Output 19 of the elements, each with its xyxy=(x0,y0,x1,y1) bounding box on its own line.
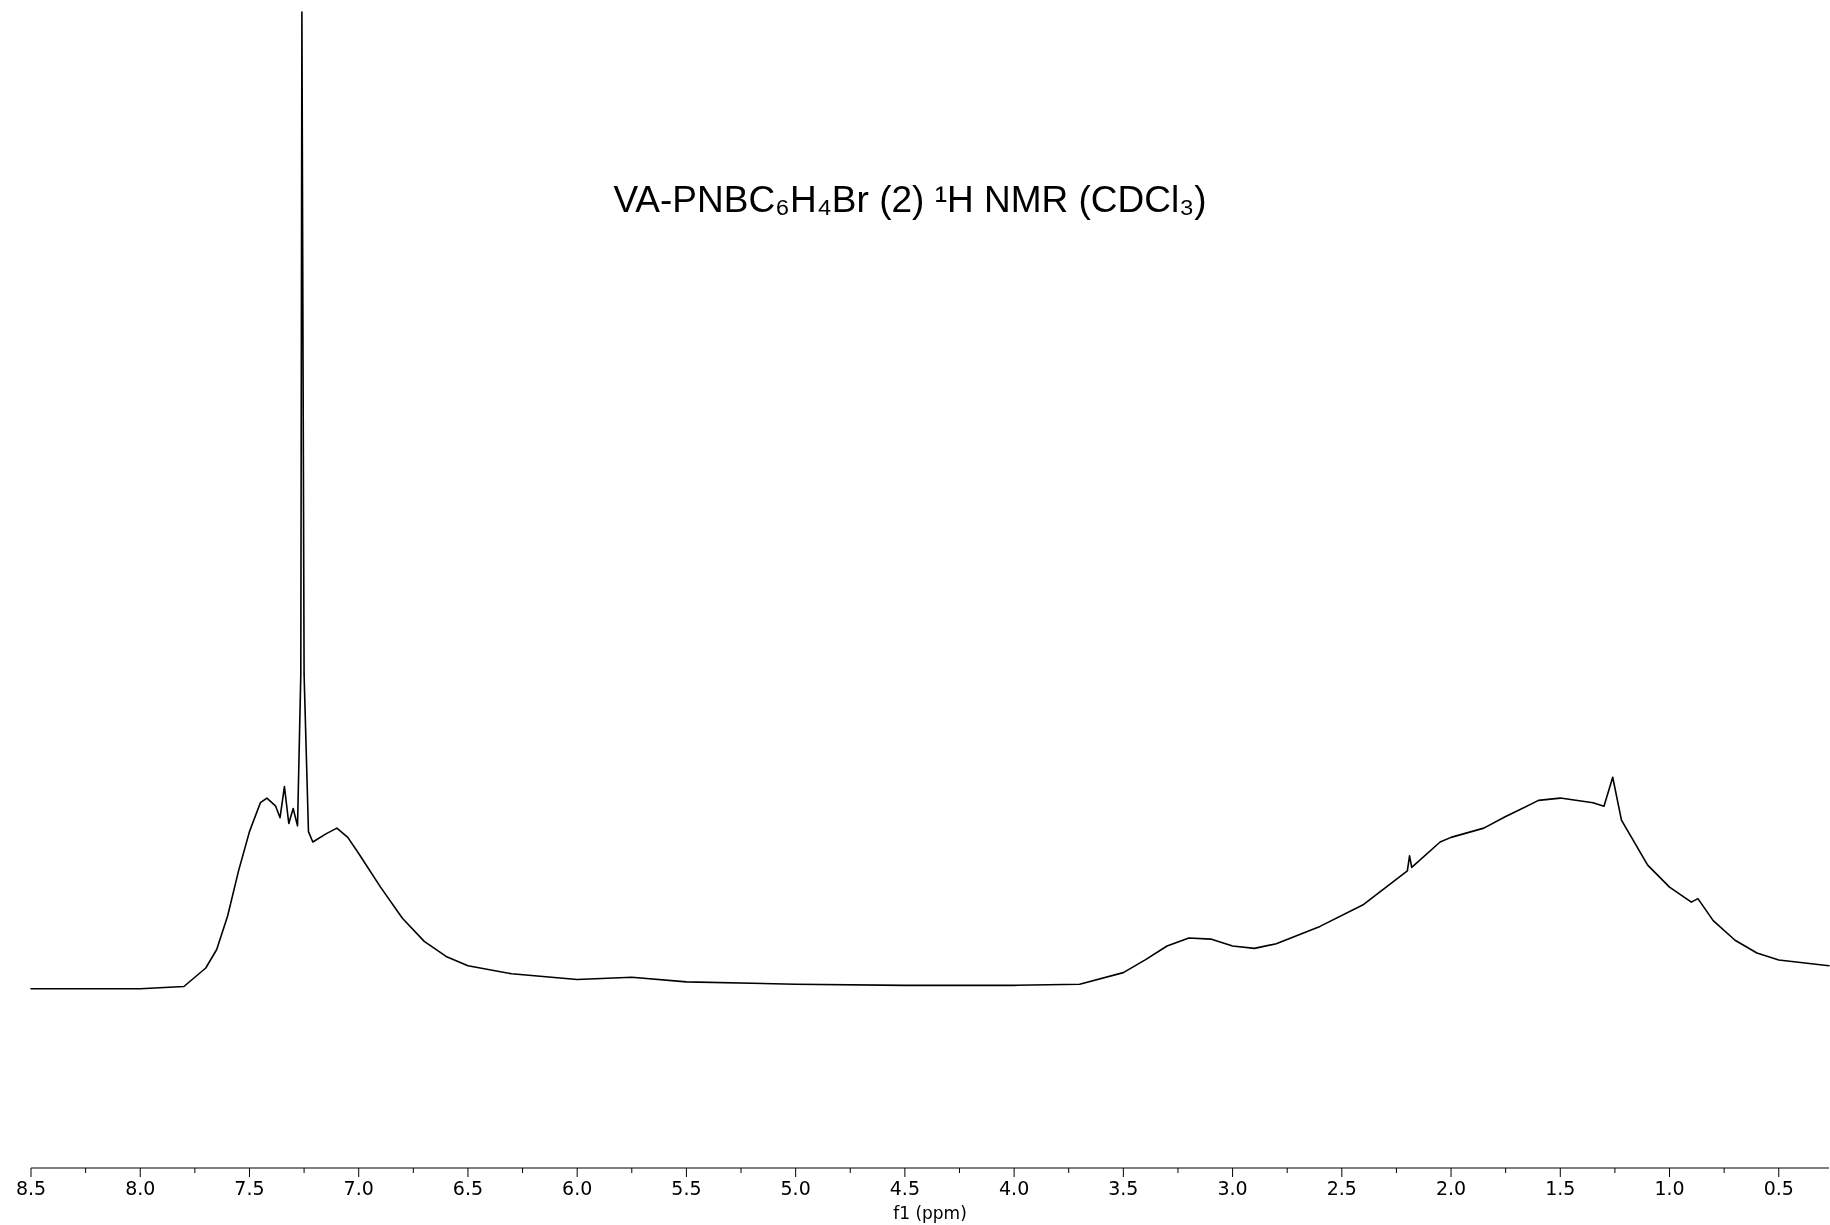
x-tick-label: 6.5 xyxy=(452,1177,484,1199)
x-tick-label: 0.5 xyxy=(1763,1177,1794,1199)
x-tick-label: 6.0 xyxy=(562,1177,593,1199)
x-tick-label: 5.0 xyxy=(780,1177,811,1199)
x-tick-label: 2.0 xyxy=(1435,1177,1467,1199)
x-tick-label: 5.5 xyxy=(671,1177,702,1199)
x-tick-label: 4.5 xyxy=(889,1177,920,1199)
text: VA-PNBC₆H₄Br (2) ¹H NMR (CDCl₃) xyxy=(613,179,1207,220)
x-tick-label: 7.5 xyxy=(234,1177,265,1199)
x-tick-label: 8.0 xyxy=(125,1177,156,1199)
x-axis-title: f1 (ppm) xyxy=(893,1203,967,1223)
x-tick-label: 2.5 xyxy=(1326,1177,1357,1199)
x-tick-label: 8.5 xyxy=(15,1177,47,1199)
x-tick-label: 1.0 xyxy=(1654,1177,1685,1199)
x-tick-label: 4.0 xyxy=(999,1177,1030,1199)
x-tick-label: 7.0 xyxy=(343,1177,374,1199)
x-tick-label: 3.5 xyxy=(1108,1177,1139,1199)
x-tick-label: 1.5 xyxy=(1545,1177,1576,1199)
x-tick-label: 3.0 xyxy=(1217,1177,1248,1199)
